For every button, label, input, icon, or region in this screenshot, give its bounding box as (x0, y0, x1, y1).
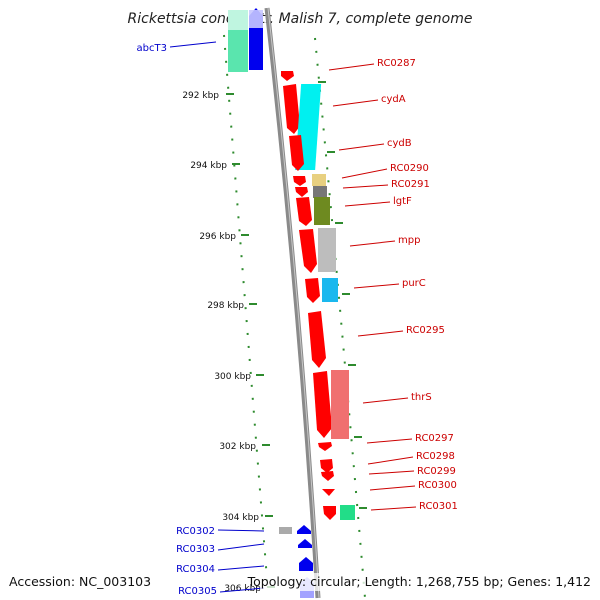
gene-cydb-arrow[interactable] (289, 135, 304, 171)
leader-line (217, 565, 265, 571)
gene-label-rc0305[interactable]: RC0305 (178, 586, 217, 597)
gene-label-rc0304[interactable]: RC0304 (176, 564, 215, 575)
gene-purc-shading (322, 278, 338, 302)
gene-abcT3-shading-light (228, 10, 248, 30)
gene-abcT3-arrow-light (249, 10, 263, 28)
gene-lgtf-arrow[interactable] (296, 197, 312, 226)
gene-rc0300-arrow[interactable] (322, 489, 335, 496)
gene-label-rc0301[interactable]: RC0301 (419, 501, 458, 512)
gene-purc-arrow[interactable] (305, 278, 320, 303)
reverse-features-top (228, 8, 263, 72)
gene-label-rc0297[interactable]: RC0297 (415, 433, 454, 444)
gene-thrs-shading (331, 370, 349, 439)
gene-rc0291-arrow[interactable] (295, 187, 308, 197)
leader-line (367, 456, 414, 465)
gene-label-abct3[interactable]: abcT3 (137, 43, 167, 54)
gene-label-rc0287[interactable]: RC0287 (377, 58, 416, 69)
footer-summary: Topology: circular; Length: 1,268,755 bp… (247, 574, 591, 589)
gene-label-rc0300[interactable]: RC0300 (418, 480, 457, 491)
leader-line (332, 99, 379, 107)
gene-label-cyda[interactable]: cydA (381, 94, 406, 105)
gene-label-rc0298[interactable]: RC0298 (416, 451, 455, 462)
gene-rc0304-arrow[interactable] (299, 557, 313, 571)
tick-label: 292 kbp (182, 91, 219, 101)
gene-label-rc0291[interactable]: RC0291 (391, 179, 430, 190)
left-leader-lines (169, 41, 265, 593)
tick-label: 294 kbp (190, 161, 227, 171)
tick-label: 296 kbp (199, 232, 236, 242)
leader-line (338, 143, 385, 151)
right-gene-labels: RC0287 cydA cydB RC0290 RC0291 lgtF mpp … (377, 58, 458, 512)
gene-label-rc0302[interactable]: RC0302 (176, 526, 215, 537)
genome-backbone-highlight (267, 7, 320, 599)
tick-label: 302 kbp (219, 442, 256, 452)
gene-label-rc0290[interactable]: RC0290 (390, 163, 429, 174)
gene-rc0290-arrow[interactable] (293, 176, 306, 186)
tick-label: 304 kbp (222, 513, 259, 523)
gene-label-rc0303[interactable]: RC0303 (176, 544, 215, 555)
gene-thrs-arrow[interactable] (313, 371, 332, 438)
tick-label: 300 kbp (214, 372, 251, 382)
tick-label: 306 kbp (224, 584, 261, 594)
right-leader-lines (328, 63, 417, 511)
gene-label-rc0299[interactable]: RC0299 (417, 466, 456, 477)
leader-line (342, 184, 389, 189)
leader-line (341, 168, 388, 179)
leader-line (349, 240, 396, 247)
gene-rc0299-arrow[interactable] (321, 471, 334, 481)
leader-line (219, 587, 265, 593)
gene-label-mpp[interactable]: mpp (398, 235, 420, 246)
leader-line (366, 438, 413, 444)
gene-rc0303-arrow[interactable] (298, 539, 312, 548)
gene-label-thrs[interactable]: thrS (411, 392, 432, 403)
genome-backbone (264, 7, 321, 599)
gene-rc0297-arrow[interactable] (318, 442, 332, 451)
gene-lgtf-shading (314, 197, 330, 225)
tick-label: 298 kbp (207, 301, 244, 311)
leader-line (362, 397, 409, 404)
gene-rc0290-shading (312, 174, 326, 186)
map-title: Rickettsia conorii str. Malish 7, comple… (128, 11, 473, 27)
gene-rc0301-arrow[interactable] (323, 506, 336, 520)
gene-mpp-arrow[interactable] (299, 229, 317, 273)
gene-rc0302-arrow[interactable] (297, 525, 311, 534)
gene-rc0298-arrow[interactable] (320, 459, 333, 473)
leader-line (169, 41, 217, 48)
gene-label-purc[interactable]: purC (402, 278, 426, 289)
leader-line (328, 63, 375, 71)
leader-line (344, 201, 391, 207)
gene-rc0291-shading (313, 186, 327, 198)
forward-features (281, 71, 355, 520)
gene-label-rc0295[interactable]: RC0295 (406, 325, 445, 336)
gene-rc0302-shading (279, 527, 292, 534)
gene-cyda-arrow[interactable] (283, 84, 300, 134)
leader-line (353, 283, 400, 289)
leader-line (369, 485, 416, 491)
tick-labels: 292 kbp 294 kbp 296 kbp 298 kbp 300 kbp … (182, 91, 261, 594)
leader-line (357, 330, 404, 337)
leader-line (368, 470, 415, 475)
left-tick-rail (223, 34, 269, 593)
footer-summary-backdrop (260, 573, 596, 591)
right-rail-dashes (318, 81, 367, 509)
leader-line (370, 506, 417, 511)
left-gene-labels: abcT3 RC0302 RC0303 RC0304 RC0305 (137, 43, 217, 597)
gene-label-cydb[interactable]: cydB (387, 138, 412, 149)
leader-line (217, 529, 265, 532)
footer-accession: Accession: NC_003103 (9, 574, 151, 589)
gene-mpp-shading (318, 228, 336, 272)
gene-label-lgtf[interactable]: lgtF (393, 196, 412, 207)
leader-line (217, 543, 265, 551)
gene-rc0301-shading (340, 505, 355, 520)
gene-rc0295-arrow[interactable] (308, 311, 326, 368)
gene-rc0287-arrow[interactable] (281, 71, 294, 81)
